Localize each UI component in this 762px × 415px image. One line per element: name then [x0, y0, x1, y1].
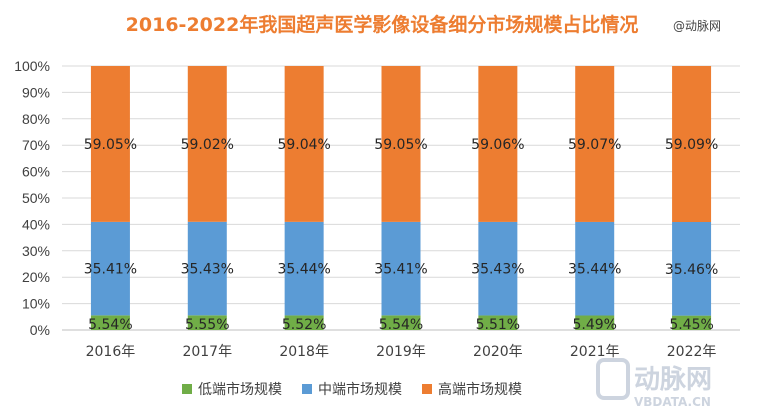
bar-segment [672, 66, 712, 222]
y-tick-label: 70% [22, 137, 50, 153]
y-tick-label: 90% [22, 84, 50, 100]
bar-segment [90, 221, 130, 316]
bar-segment [478, 315, 518, 330]
bar-segment [672, 221, 712, 316]
y-tick-label: 30% [22, 243, 50, 259]
bar-segment [478, 66, 518, 222]
bar-segment [187, 221, 227, 316]
data-label: 35.43% [181, 262, 234, 278]
legend-entry: 低端市场规模 [198, 381, 282, 398]
x-tick-label: 2022年 [667, 344, 717, 360]
bar-segment [284, 221, 324, 316]
bar-segment [575, 221, 615, 316]
y-tick-label: 60% [22, 164, 50, 180]
bar-segment [187, 315, 227, 330]
data-label: 5.54% [88, 317, 132, 333]
bar-segment [381, 315, 421, 330]
watermark-url: VBDATA.CN [634, 395, 711, 409]
y-tick-label: 50% [22, 190, 50, 206]
data-label: 5.52% [282, 317, 326, 333]
data-label: 59.06% [471, 137, 524, 153]
legend: 低端市场规模 中端市场规模 高端市场规模 [182, 381, 522, 398]
data-label: 5.54% [379, 317, 423, 333]
data-label: 59.04% [277, 137, 330, 153]
y-tick-label: 20% [22, 269, 50, 285]
data-label: 59.05% [84, 137, 137, 153]
legend-entry: 高端市场规模 [438, 381, 522, 398]
legend-swatch [422, 384, 432, 394]
source-note: @动脉网 [673, 18, 721, 33]
bar-segment [284, 315, 324, 330]
watermark-mark-icon [596, 358, 630, 400]
bar-segment [90, 66, 130, 222]
x-tick-label: 2019年 [376, 344, 426, 360]
data-label: 59.09% [665, 137, 718, 153]
bar-segment [381, 66, 421, 222]
bar-segment [672, 315, 712, 330]
x-axis: 2016年 2017年 2018年 2019年 2020年 2021年 2022年 [86, 344, 717, 360]
bar-segment [575, 315, 615, 330]
legend-swatch [182, 384, 192, 394]
data-label: 59.05% [374, 137, 427, 153]
y-tick-label: 80% [22, 111, 50, 127]
bar-segment [90, 315, 130, 330]
x-tick-label: 2017年 [182, 344, 232, 360]
x-tick-label: 2021年 [570, 344, 620, 360]
data-label: 5.51% [476, 317, 520, 333]
y-tick-label: 40% [22, 216, 50, 232]
x-tick-label: 2020年 [473, 344, 523, 360]
data-label: 59.07% [568, 137, 621, 153]
y-axis: 0% 10% 20% 30% 40% 50% 60% 70% 80% 90% 100% [14, 58, 50, 338]
watermark-logo: 动脉网 VBDATA.CN [596, 358, 712, 409]
watermark-brand: 动脉网 [634, 365, 712, 395]
y-tick-label: 10% [22, 296, 50, 312]
data-label: 5.55% [185, 317, 229, 333]
data-labels: 5.54% 35.41% 59.05% 5.55% 35.43% 59.02% 5.52% 3… [84, 137, 719, 333]
y-tick-label: 100% [14, 58, 50, 74]
chart-title: 2016-2022年我国超声医学影像设备细分市场规模占比情况 [126, 13, 639, 36]
y-tick-label: 0% [30, 322, 50, 338]
data-label: 5.49% [572, 317, 616, 333]
data-label: 35.41% [374, 262, 427, 278]
data-label: 35.43% [471, 262, 524, 278]
data-label: 5.45% [669, 317, 713, 333]
data-label: 59.02% [181, 137, 234, 153]
bar-segment [284, 66, 324, 222]
data-label: 35.44% [277, 262, 330, 278]
bar-segment [381, 221, 421, 316]
x-tick-label: 2018年 [279, 344, 329, 360]
legend-swatch [302, 384, 312, 394]
bar-segment [478, 221, 518, 316]
legend-entry: 中端市场规模 [318, 381, 402, 398]
bar-segment [187, 66, 227, 222]
data-label: 35.44% [568, 262, 621, 278]
data-label: 35.41% [84, 262, 137, 278]
data-label: 35.46% [665, 262, 718, 278]
x-tick-label: 2016年 [86, 344, 136, 360]
bar-segment [575, 66, 615, 222]
bars [90, 66, 712, 330]
